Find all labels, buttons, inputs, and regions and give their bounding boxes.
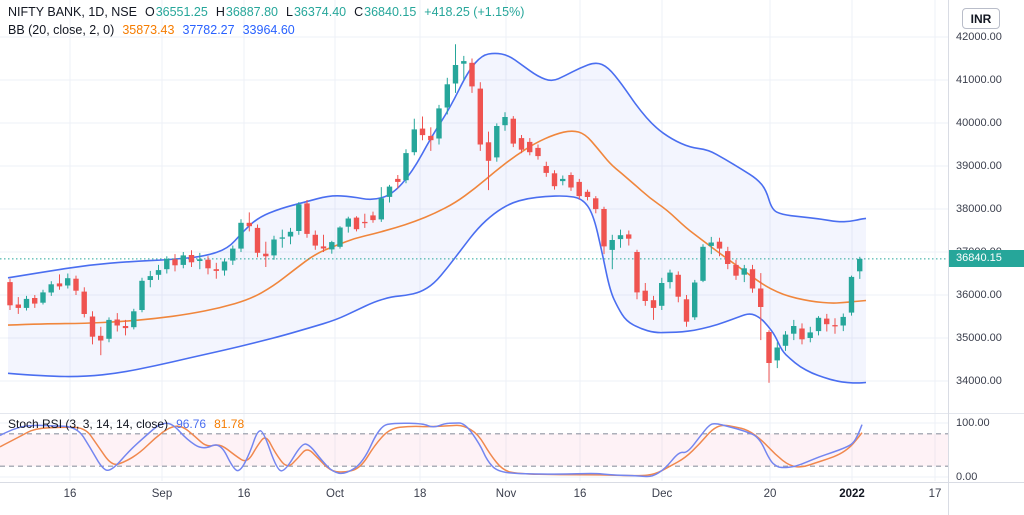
price-tick-label: 34000.00	[956, 374, 1002, 387]
ohlc-open: O 36551.25	[144, 5, 208, 19]
ohlc-high: H 36887.80	[215, 5, 279, 19]
time-tick-label: 16	[63, 488, 77, 500]
bb-upper-value: 37782.27	[182, 23, 235, 37]
bb-lower-value: 33964.60	[242, 23, 295, 37]
stoch-label[interactable]: Stoch RSI (3, 3, 14, 14, close)	[8, 417, 169, 431]
price-tick-label: 35000.00	[956, 331, 1002, 344]
time-tick-label: 16	[237, 488, 251, 500]
price-tick-label: 41000.00	[956, 73, 1002, 86]
bb-label[interactable]: BB (20, close, 2, 0)	[8, 23, 115, 37]
currency-button[interactable]: INR	[962, 8, 1000, 29]
stoch-k-value: 96.76	[176, 417, 207, 431]
bb-mid-value: 35873.43	[122, 23, 175, 37]
stoch-legend: Stoch RSI (3, 3, 14, 14, close) 96.76 81…	[8, 417, 244, 431]
time-tick-label: Nov	[495, 488, 517, 500]
price-axis[interactable]: 42000.00 41000.00 40000.00 39000.00 38000.00…	[948, 0, 1024, 483]
time-tick-label: 20	[763, 488, 777, 500]
price-tick-label: 40000.00	[956, 116, 1002, 129]
bb-legend: BB (20, close, 2, 0) 35873.43 37782.27 3…	[8, 23, 295, 37]
symbol-title[interactable]: NIFTY BANK, 1D, NSE	[8, 5, 137, 19]
price-tick-label: 38000.00	[956, 202, 1002, 215]
time-tick-label: 2022	[839, 488, 865, 500]
stoch-d-value: 81.78	[214, 417, 245, 431]
price-tick-label: 36000.00	[956, 288, 1002, 301]
time-tick-label: 16	[573, 488, 587, 500]
stoch-tick-label: 0.00	[956, 470, 978, 483]
time-tick-label: Dec	[651, 488, 673, 500]
stoch-tick-label: 100.00	[956, 416, 990, 429]
time-axis[interactable]: 16 Sep 16 Oct 18 Nov 16 Dec 20 2022 17	[0, 482, 1024, 515]
change-value: +418.25 (+1.15%)	[424, 5, 525, 19]
main-legend: NIFTY BANK, 1D, NSE O 36551.25 H 36887.80 …	[8, 5, 524, 19]
time-tick-label: Sep	[151, 488, 173, 500]
time-tick-label: 17	[928, 488, 942, 500]
price-tick-label: 42000.00	[956, 30, 1002, 43]
last-price-badge: 36840.15	[949, 250, 1024, 268]
price-tick-label: 39000.00	[956, 159, 1002, 172]
time-tick-label: 18	[413, 488, 427, 500]
ohlc-close: C 36840.15	[354, 5, 417, 19]
time-tick-label: Oct	[326, 488, 344, 500]
ohlc-low: L 36374.40	[286, 5, 347, 19]
